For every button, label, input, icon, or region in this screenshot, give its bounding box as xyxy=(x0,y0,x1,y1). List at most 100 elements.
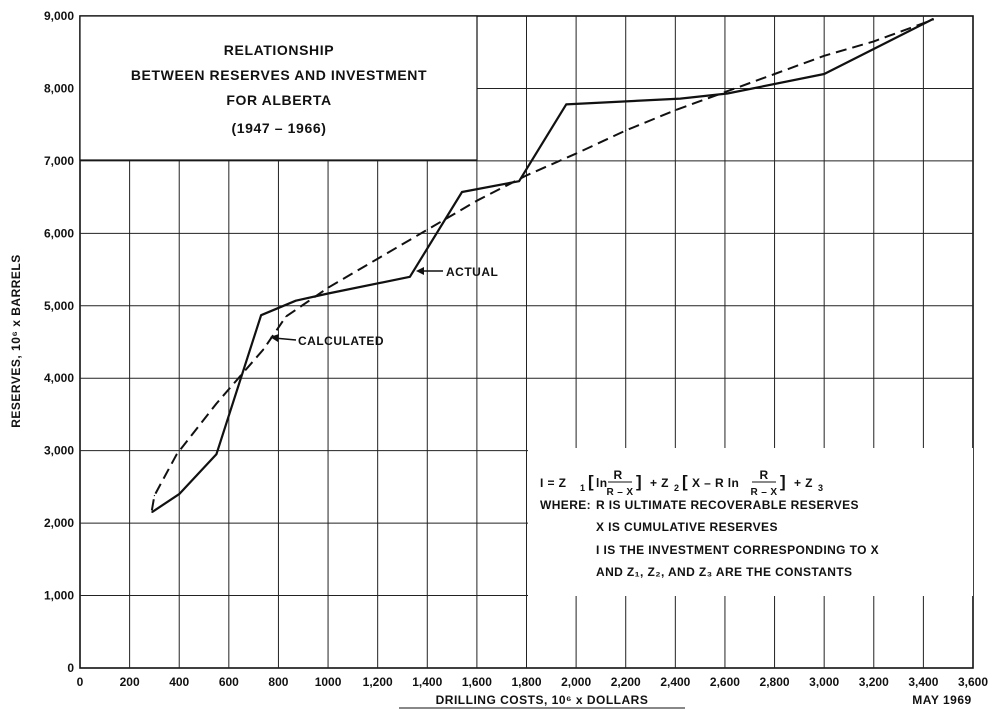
data-point-calculated xyxy=(773,73,776,75)
svg-text:+ Z: + Z xyxy=(794,476,813,490)
x-tick-label: 1000 xyxy=(315,675,342,689)
data-point-calculated xyxy=(176,453,178,455)
x-tick-label: 1,400 xyxy=(412,675,442,689)
data-point-actual xyxy=(295,300,297,302)
title-box xyxy=(79,15,478,161)
svg-text:3: 3 xyxy=(818,483,823,493)
formula-line-2: X IS CUMULATIVE RESERVES xyxy=(596,520,778,534)
svg-text:R – X: R – X xyxy=(606,487,633,498)
data-point-actual xyxy=(726,92,729,95)
formula-where: WHERE: xyxy=(540,498,591,512)
data-point-calculated xyxy=(377,258,379,260)
x-tick-label: 600 xyxy=(219,675,239,689)
y-tick-label: 7,000 xyxy=(44,154,74,168)
series-line-actual xyxy=(151,17,934,514)
chart-title-line-4: (1947 – 1966) xyxy=(232,120,327,136)
y-tick-label: 8,000 xyxy=(44,81,74,95)
svg-text:R: R xyxy=(613,468,622,482)
svg-text:]: ] xyxy=(780,472,786,491)
chart-title-line-1: RELATIONSHIP xyxy=(224,42,334,58)
y-tick-label: 0 xyxy=(67,661,74,675)
x-axis-label: DRILLING COSTS, 10⁶ x DOLLARS xyxy=(436,693,649,707)
data-point-calculated xyxy=(625,129,627,132)
svg-text:R – X: R – X xyxy=(750,487,777,498)
y-axis-label: RESERVES, 10⁶ x BARRELS xyxy=(9,254,23,428)
formula-line-3: I IS THE INVESTMENT CORRESPONDING TO X xyxy=(596,543,879,557)
data-point-calculated xyxy=(215,402,218,405)
data-point-actual xyxy=(151,511,153,513)
data-point-actual xyxy=(327,292,329,295)
data-point-calculated xyxy=(153,494,156,497)
x-tick-label: 400 xyxy=(169,675,189,689)
y-tick-label: 6,000 xyxy=(44,226,74,240)
y-tick-label: 2,000 xyxy=(44,516,74,530)
y-tick-label: 1,000 xyxy=(44,589,74,603)
svg-text:+ Z: + Z xyxy=(650,476,669,490)
x-tick-label: 800 xyxy=(268,675,288,689)
data-point-calculated xyxy=(476,200,478,202)
data-point-calculated xyxy=(932,19,934,21)
x-tick-label: 2,600 xyxy=(710,675,740,689)
x-tick-label: 1,200 xyxy=(363,675,393,689)
data-point-actual xyxy=(823,73,825,75)
data-point-calculated xyxy=(873,40,875,42)
svg-text:[: [ xyxy=(588,472,594,491)
actual-arrowhead xyxy=(416,267,424,275)
y-tick-label: 5,000 xyxy=(44,299,74,313)
data-point-actual xyxy=(260,314,262,316)
svg-text:[: [ xyxy=(682,472,688,491)
data-point-calculated xyxy=(262,348,265,350)
x-tick-label: 3,400 xyxy=(908,675,938,689)
formula-line-1: R IS ULTIMATE RECOVERABLE RESERVES xyxy=(596,498,859,512)
data-point-actual xyxy=(215,453,218,455)
chart-title-line-3: FOR ALBERTA xyxy=(226,92,331,108)
series-layer xyxy=(150,17,934,514)
data-point-actual xyxy=(565,103,567,105)
x-tick-label: 0 xyxy=(77,675,84,689)
x-tick-label: 200 xyxy=(120,675,140,689)
x-tick-label: 1,600 xyxy=(462,675,492,689)
x-tick-label: 2,200 xyxy=(611,675,641,689)
data-point-actual xyxy=(178,493,180,495)
data-point-actual xyxy=(518,180,520,182)
data-point-actual xyxy=(461,191,463,193)
chart-title-line-2: BETWEEN RESERVES AND INVESTMENT xyxy=(131,67,427,83)
svg-text:X – R ln: X – R ln xyxy=(692,476,739,490)
data-point-calculated xyxy=(724,91,726,93)
y-tick-label: 4,000 xyxy=(44,371,74,385)
data-point-actual xyxy=(679,97,681,100)
x-tick-label: 2,400 xyxy=(660,675,690,689)
tick-labels: 0 200 400 600 800 1000 1,200 1,400 1,600 1,800 2,0… xyxy=(44,9,988,689)
data-point-calculated xyxy=(285,316,287,318)
x-tick-label: 3,200 xyxy=(859,675,889,689)
x-tick-label: 2,000 xyxy=(561,675,591,689)
svg-text:1: 1 xyxy=(580,483,585,493)
data-point-calculated xyxy=(151,509,153,511)
date-stamp: MAY 1969 xyxy=(912,693,971,707)
data-point-calculated xyxy=(327,287,329,289)
svg-text:I = Z: I = Z xyxy=(540,476,566,490)
y-tick-label: 9,000 xyxy=(44,9,74,23)
data-point-calculated xyxy=(426,229,428,231)
actual-label: ACTUAL xyxy=(446,265,498,279)
data-point-calculated xyxy=(525,174,528,176)
x-tick-label: 3,000 xyxy=(809,675,839,689)
data-point-calculated xyxy=(674,109,676,111)
calculated-label: CALCULATED xyxy=(298,334,384,348)
calculated-arrowhead xyxy=(270,334,279,342)
y-tick-label: 3,000 xyxy=(44,444,74,458)
data-point-calculated xyxy=(575,153,577,155)
formula-box xyxy=(528,448,973,596)
x-tick-label: 3,600 xyxy=(958,675,988,689)
data-point-actual xyxy=(409,276,411,278)
formula-line-4: AND Z₁, Z₂, AND Z₃ ARE THE CONSTANTS xyxy=(596,565,852,579)
svg-text:]: ] xyxy=(636,472,642,491)
x-tick-label: 1,800 xyxy=(511,675,541,689)
x-tick-label: 2,800 xyxy=(760,675,790,689)
data-point-calculated xyxy=(823,55,825,57)
svg-text:ln: ln xyxy=(596,476,607,490)
svg-text:2: 2 xyxy=(674,483,679,493)
svg-text:R: R xyxy=(759,468,768,482)
formula-equation: I = Z 1 [ ln R R – X ] + Z 2 [ X – R ln … xyxy=(540,468,823,498)
